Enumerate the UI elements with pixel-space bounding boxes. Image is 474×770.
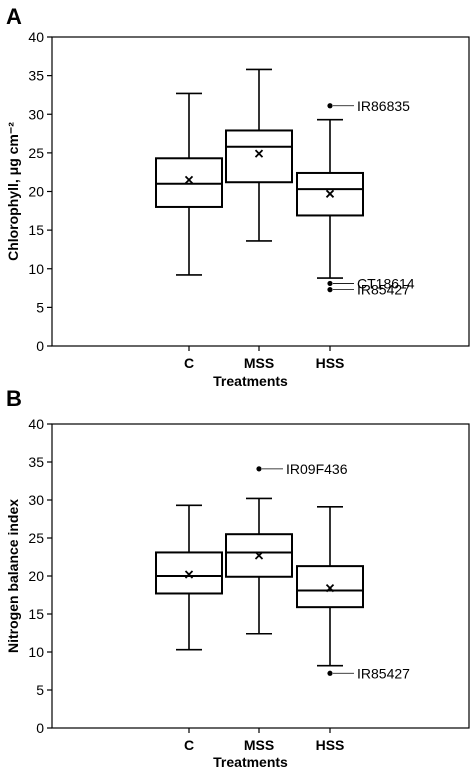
- mean-marker: [184, 570, 194, 579]
- y-tick-label: 0: [36, 720, 44, 736]
- y-tick-label: 5: [36, 682, 44, 698]
- y-tick-label: 15: [28, 222, 44, 238]
- outlier: IR86835: [327, 98, 410, 114]
- outlier-point: [256, 466, 262, 472]
- y-axis-label: Nitrogen balance index: [5, 499, 21, 653]
- mean-marker: [325, 189, 335, 198]
- y-tick-label: 20: [28, 184, 44, 200]
- outlier-point: [327, 103, 333, 109]
- plot-frame: [51, 36, 470, 347]
- y-tick-label: 10: [28, 644, 44, 660]
- x-category-label: C: [184, 737, 194, 753]
- outlier: IR09F436: [256, 461, 348, 477]
- outlier: IR85427: [327, 282, 410, 298]
- box-c: [155, 92, 223, 276]
- mean-marker: [325, 584, 335, 593]
- outlier: CT18614: [327, 275, 415, 291]
- x-category-label: MSS: [244, 355, 274, 371]
- y-tick-label: 15: [28, 606, 44, 622]
- y-tick-label: 30: [28, 106, 44, 122]
- box-mss: [225, 68, 293, 242]
- y-tick-label: 5: [36, 299, 44, 315]
- panel-a: A 0 5 10 15 20 25 30 35 40 Chlorophyll, μg cm⁻² C MS…: [5, 4, 470, 389]
- y-tick-label: 10: [28, 261, 44, 277]
- x-category-label: HSS: [316, 355, 345, 371]
- box-iqr: [296, 565, 364, 609]
- mean-marker: [184, 175, 194, 185]
- mean-marker: [254, 149, 264, 158]
- x-category-label: C: [184, 355, 194, 371]
- outlier-label: CT18614: [357, 275, 415, 291]
- outlier-point: [327, 287, 333, 293]
- box-mss: [225, 497, 293, 635]
- panel-letter: B: [6, 386, 22, 411]
- box-iqr: [225, 129, 293, 184]
- outlier-label: IR85427: [357, 282, 410, 298]
- x-axis-label: Treatments: [213, 754, 288, 770]
- outlier-point: [327, 670, 333, 676]
- y-tick-label: 0: [36, 338, 44, 354]
- y-axis-label: Chlorophyll, μg cm⁻²: [5, 122, 21, 261]
- outlier-label: IR09F436: [286, 461, 348, 477]
- panel-b: B 0 5 10 15 20 25 30 35 40 Nitrogen balance index C…: [5, 386, 470, 770]
- y-tick-label: 25: [28, 530, 44, 546]
- x-category-label: MSS: [244, 737, 274, 753]
- x-axis-label: Treatments: [213, 373, 288, 389]
- y-tick-label: 25: [28, 145, 44, 161]
- box-iqr: [155, 157, 223, 208]
- y-tick-label: 35: [28, 68, 44, 84]
- box-hss: [296, 118, 364, 279]
- box-hss: [296, 506, 364, 667]
- y-tick-label: 30: [28, 492, 44, 508]
- y-tick-label: 35: [28, 454, 44, 470]
- outlier-point: [327, 280, 333, 287]
- outlier: IR85427: [327, 665, 410, 681]
- y-tick-label: 20: [28, 568, 44, 584]
- x-category-label: HSS: [316, 737, 345, 753]
- outlier-label: IR85427: [357, 665, 410, 681]
- box-iqr: [155, 551, 223, 595]
- outlier-label: IR86835: [357, 98, 410, 114]
- y-tick-label: 40: [28, 29, 44, 45]
- y-tick-label: 40: [28, 416, 44, 432]
- panel-letter: A: [6, 4, 22, 29]
- mean-marker: [254, 551, 264, 560]
- box-c: [155, 504, 223, 651]
